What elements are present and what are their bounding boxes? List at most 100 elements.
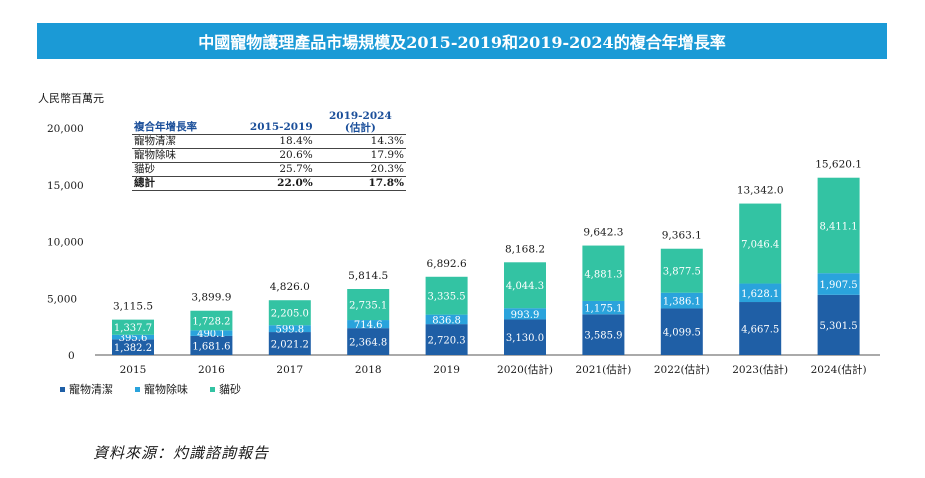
- bar-total-label: 8,168.2: [505, 243, 545, 255]
- bar-value-label: 2,021.2: [271, 340, 309, 351]
- bar-value-label: 4,881.3: [584, 269, 622, 280]
- legend-item: 貓砂: [210, 381, 241, 397]
- bar-value-label: 2,720.3: [428, 336, 466, 347]
- chart-legend: 寵物清潔 寵物除味 貓砂: [60, 381, 241, 397]
- cagr-value: 25.7%: [223, 162, 315, 177]
- cagr-row-label: 寵物清潔: [132, 134, 224, 149]
- bar-total-label: 4,826.0: [270, 281, 310, 293]
- bar-segment: [425, 314, 468, 325]
- bar-segment: [425, 276, 468, 315]
- cagr-row-label: 貓砂: [132, 162, 224, 177]
- bar-value-label: 2,735.1: [349, 301, 387, 312]
- y-tick-label: 10,000: [47, 237, 84, 249]
- source-note: 資料來源：灼識諮詢報告: [93, 444, 270, 462]
- bar-value-label: 1,382.2: [114, 343, 152, 354]
- y-axis-unit-label: 人民幣百萬元: [38, 92, 104, 105]
- cagr-header-2019-2024-years: 2019-2024: [328, 110, 392, 122]
- cagr-row: 寵物清潔 18.4% 14.3%: [132, 134, 406, 149]
- cagr-table: 複合年增長率 2015-2019 2019-2024 (估計) 寵物清潔 18.…: [132, 110, 406, 191]
- bar-value-label: 8,411.1: [820, 221, 858, 232]
- cagr-value: 17.8%: [314, 176, 406, 191]
- bar-value-label: 3,877.5: [663, 267, 701, 278]
- legend-item: 寵物除味: [135, 381, 188, 397]
- x-tick-label: 2018: [355, 364, 382, 376]
- bar-segment: [190, 310, 233, 331]
- cagr-row: 寵物除味 20.6% 17.9%: [132, 148, 406, 163]
- legend-label: 寵物清潔: [69, 383, 113, 396]
- bar-segment: [504, 319, 546, 355]
- x-tick-label: 2024(估計): [811, 363, 867, 376]
- cagr-header-label: 複合年增長率: [132, 110, 224, 135]
- bar-value-label: 2,364.8: [349, 338, 387, 349]
- bar-segment: [582, 300, 625, 315]
- bar-value-label: 1,628.1: [741, 289, 779, 300]
- bar-value-label: 7,046.4: [741, 240, 779, 251]
- bar-value-label: 3,335.5: [428, 292, 466, 303]
- y-tick-label: 0: [68, 350, 75, 362]
- bar-value-label: 3,585.9: [584, 331, 622, 342]
- bar-value-label: 395.6: [119, 333, 148, 344]
- legend-swatch: [60, 386, 65, 392]
- y-tick-label: 5,000: [47, 293, 77, 305]
- y-tick-label: 20,000: [47, 123, 84, 135]
- bar-value-label: 1,175.1: [584, 304, 622, 315]
- legend-swatch: [210, 386, 215, 392]
- bar-segment: [190, 335, 233, 355]
- bar-value-label: 2,205.0: [271, 309, 309, 320]
- legend-item: 寵物清潔: [60, 381, 113, 397]
- bar-total-label: 5,814.5: [348, 270, 388, 282]
- bar-segment: [660, 308, 703, 355]
- cagr-value: 14.3%: [314, 134, 406, 149]
- cagr-value: 18.4%: [223, 134, 315, 149]
- cagr-row-total: 總計 22.0% 17.8%: [132, 176, 406, 191]
- chart-title: 中國寵物護理產品市場規模及2015-2019和2019-2024的複合年增長率: [37, 23, 887, 59]
- bar-value-label: 1,907.5: [820, 280, 858, 291]
- bar-value-label: 599.8: [275, 325, 304, 336]
- cagr-value: 17.9%: [314, 148, 406, 163]
- bar-segment: [268, 300, 311, 326]
- cagr-header-2015-2019: 2015-2019: [223, 110, 315, 135]
- bar-value-label: 993.9: [511, 310, 540, 321]
- x-tick-label: 2022(估計): [654, 363, 710, 376]
- bar-segment: [425, 324, 468, 355]
- legend-label: 寵物除味: [144, 383, 188, 396]
- bar-segment: [190, 330, 233, 336]
- bar-total-label: 3,115.5: [113, 301, 153, 313]
- bar-value-label: 4,044.3: [506, 281, 544, 292]
- legend-label: 貓砂: [219, 383, 241, 396]
- bar-segment: [739, 283, 782, 303]
- bar-value-label: 1,681.6: [192, 341, 230, 352]
- bar-value-label: 4,099.5: [663, 328, 701, 339]
- bar-segment: [660, 248, 703, 293]
- bar-value-label: 490.1: [197, 329, 226, 340]
- x-tick-label: 2023(估計): [732, 363, 788, 376]
- bar-value-label: 4,667.5: [741, 325, 779, 336]
- bar-segment: [268, 325, 311, 333]
- bar-segment: [347, 320, 390, 329]
- cagr-value: 22.0%: [223, 176, 315, 191]
- cagr-row-label: 寵物除味: [132, 148, 224, 163]
- cagr-row-label: 總計: [132, 176, 224, 191]
- bar-segment: [739, 203, 782, 284]
- x-tick-label: 2021(估計): [575, 363, 631, 376]
- bar-segment: [112, 334, 154, 340]
- bar-segment: [347, 328, 390, 355]
- cagr-value: 20.3%: [314, 162, 406, 177]
- bar-segment: [660, 292, 703, 309]
- bar-segment: [504, 262, 546, 309]
- legend-swatch: [135, 386, 140, 392]
- bar-total-label: 15,620.1: [815, 159, 862, 171]
- bar-total-label: 6,892.6: [427, 258, 467, 270]
- bar-segment: [268, 332, 311, 355]
- bar-total-label: 9,363.1: [662, 230, 702, 242]
- bar-value-label: 1,386.1: [663, 297, 701, 308]
- bar-segment: [739, 302, 782, 355]
- bar-value-label: 1,337.7: [114, 323, 152, 334]
- bar-total-label: 3,899.9: [191, 292, 231, 304]
- bar-value-label: 5,301.5: [820, 321, 858, 332]
- cagr-header-2019-2024: 2019-2024 (估計): [314, 110, 406, 135]
- x-tick-label: 2016: [198, 364, 225, 376]
- bar-segment: [347, 289, 390, 321]
- y-tick-label: 15,000: [47, 180, 84, 192]
